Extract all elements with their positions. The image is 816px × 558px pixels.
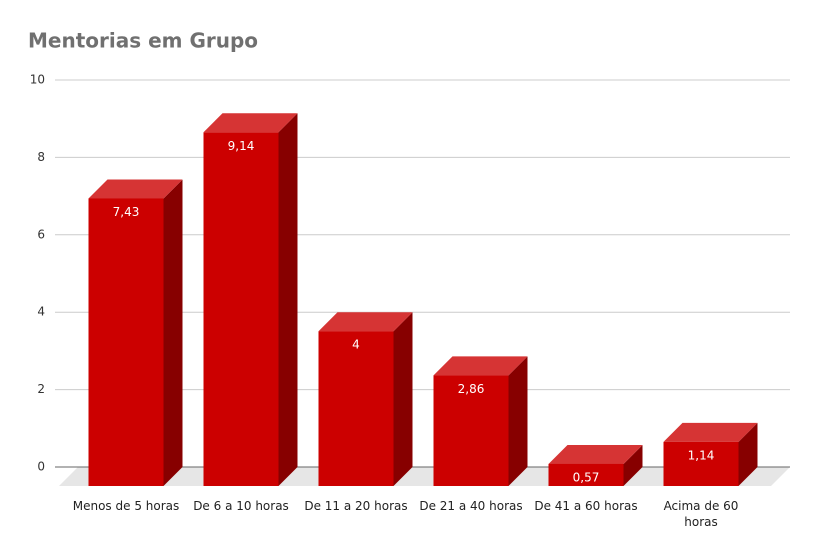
bar-top (548, 444, 643, 464)
bar (88, 198, 164, 487)
data-label: 7,43 (113, 205, 140, 219)
chart-title: Mentorias em Grupo (28, 29, 258, 53)
bar-top (88, 179, 183, 199)
x-tick-label: De 21 a 40 horas (419, 499, 523, 513)
x-tick-label: Menos de 5 horas (72, 499, 180, 513)
bar-top (433, 356, 528, 376)
x-tick-label: De 41 a 60 horas (534, 499, 638, 513)
x-tick-label: De 6 a 10 horas (193, 499, 289, 513)
bar-side (163, 179, 183, 487)
bar-side (623, 444, 643, 486)
y-tick-label: 6 (37, 227, 45, 241)
data-label: 2,86 (458, 382, 485, 396)
bar (433, 375, 509, 486)
bar-side (393, 312, 413, 486)
bar (318, 331, 394, 486)
x-tick-label: Acima de 60 horas (663, 499, 739, 529)
y-tick-label: 10 (30, 73, 45, 87)
data-label: 9,14 (228, 139, 255, 153)
bar-top (663, 422, 758, 442)
bar (203, 132, 279, 487)
data-label: 0,57 (573, 470, 600, 484)
y-tick-label: 4 (37, 305, 45, 319)
y-tick-label: 8 (37, 150, 45, 164)
y-tick-label: 0 (37, 460, 45, 474)
bar-top (318, 312, 413, 332)
x-tick-label: De 11 a 20 horas (304, 499, 408, 513)
y-tick-label: 2 (37, 382, 45, 396)
data-label: 4 (352, 338, 360, 352)
bar (663, 441, 739, 486)
bar-side (738, 422, 758, 486)
bar (548, 463, 624, 486)
bar-top (203, 113, 298, 133)
bar-side (508, 356, 528, 486)
bar-side (278, 113, 298, 487)
data-label: 1,14 (688, 448, 715, 462)
